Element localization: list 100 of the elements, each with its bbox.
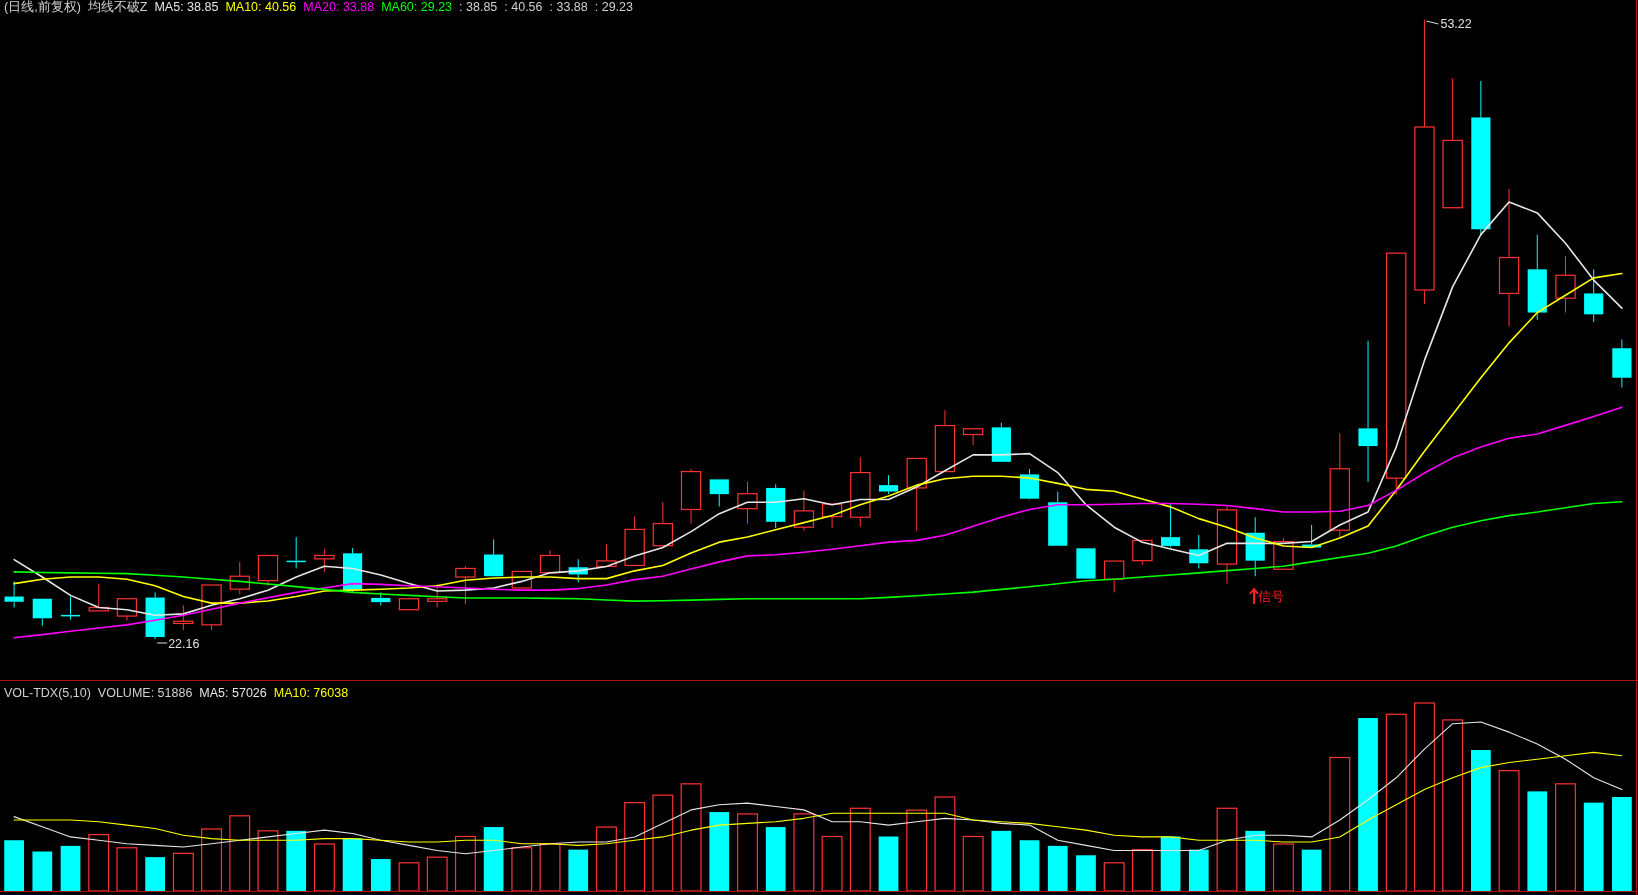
chart-subtitle: 均线不破Z <box>86 0 148 14</box>
text: MA5: 38.85 <box>154 0 219 14</box>
text: MA20: 33.88 <box>303 0 375 14</box>
bar <box>991 830 1012 891</box>
bar <box>286 830 307 891</box>
candlestick <box>1076 548 1096 579</box>
bar <box>483 827 504 891</box>
bar <box>878 836 899 891</box>
bar <box>172 852 194 892</box>
bar <box>709 812 730 891</box>
candlestick <box>1498 188 1520 328</box>
bar <box>1358 718 1378 891</box>
chart-title: VOL-TDX(5,10) <box>4 686 91 700</box>
bar <box>1131 849 1153 892</box>
bar <box>145 857 166 891</box>
bar <box>568 849 589 891</box>
bar <box>511 847 533 892</box>
bar <box>229 815 251 892</box>
candlestick <box>1442 77 1463 209</box>
candlestick <box>906 457 927 532</box>
bar <box>595 826 617 892</box>
candlestick <box>1048 491 1068 546</box>
annotation: 53.22 <box>1440 17 1472 31</box>
bar <box>1555 783 1576 892</box>
text: : 33.88 <box>549 0 588 14</box>
bar <box>60 845 81 891</box>
candlestick <box>257 554 279 587</box>
text: : 40.56 <box>504 0 543 14</box>
candlestick <box>116 598 138 621</box>
candlestick <box>934 409 956 473</box>
bar <box>624 802 646 892</box>
candlestick <box>1584 268 1604 323</box>
bar <box>821 835 843 892</box>
text: : 29.23 <box>594 0 634 14</box>
candlestick <box>1527 234 1547 321</box>
bar <box>1076 855 1096 891</box>
bar <box>765 827 786 891</box>
bar <box>1442 719 1464 892</box>
candlestick <box>766 483 786 529</box>
candlestick <box>32 598 52 627</box>
candlestick <box>1555 255 1576 314</box>
text: MA10: 76038 <box>273 686 349 700</box>
candlestick <box>962 428 984 446</box>
bar <box>1188 849 1209 891</box>
candlestick <box>652 501 674 547</box>
bar <box>454 835 476 892</box>
bar <box>1245 830 1266 891</box>
bar <box>1160 836 1181 891</box>
text: MA60: 29.23 <box>381 0 453 14</box>
candlestick <box>4 580 24 609</box>
bar <box>539 843 561 892</box>
bar <box>680 783 702 892</box>
candlestick <box>1216 504 1238 585</box>
bar <box>313 843 335 892</box>
bar <box>1498 770 1520 892</box>
candlestick <box>1471 80 1491 236</box>
chart-title: (日线,前复权) <box>4 0 81 14</box>
bar <box>737 813 758 892</box>
bar <box>1216 807 1238 892</box>
bar <box>906 809 928 892</box>
bar <box>1413 702 1435 892</box>
bar <box>32 851 53 891</box>
bar <box>116 847 138 892</box>
bar <box>934 796 956 892</box>
candlestick <box>539 549 561 574</box>
bar <box>1612 797 1632 891</box>
bar <box>201 828 223 892</box>
bar <box>257 830 279 892</box>
text: : 38.85 <box>459 0 498 14</box>
bar <box>1329 756 1351 892</box>
candlestick <box>680 468 702 525</box>
bar <box>849 807 871 892</box>
annotation: 22.16 <box>168 637 200 651</box>
candlestick <box>624 515 645 567</box>
bar <box>1103 862 1125 892</box>
candlestick <box>793 490 815 532</box>
candlestick <box>709 479 729 507</box>
annotation: 信号 <box>1258 590 1284 604</box>
bar <box>793 813 815 892</box>
bar <box>1047 845 1068 891</box>
bar <box>398 862 420 892</box>
candlestick <box>1132 539 1153 566</box>
candlestick <box>1161 503 1181 549</box>
text: MA10: 40.56 <box>225 0 297 14</box>
text: MA5: 57026 <box>199 686 267 700</box>
bar <box>4 840 24 891</box>
bar <box>652 794 674 892</box>
bar <box>1583 802 1604 891</box>
candlestick <box>455 565 476 605</box>
candlestick <box>1358 340 1378 483</box>
candlestick <box>1103 560 1125 593</box>
text: VOLUME: 51886 <box>97 686 193 700</box>
bar <box>962 835 984 892</box>
candlestick <box>1612 338 1632 388</box>
bar <box>426 856 448 892</box>
candlestick <box>398 598 420 611</box>
bar <box>370 859 391 891</box>
bar <box>1301 849 1322 891</box>
bar <box>88 834 110 892</box>
bar <box>1019 840 1040 891</box>
